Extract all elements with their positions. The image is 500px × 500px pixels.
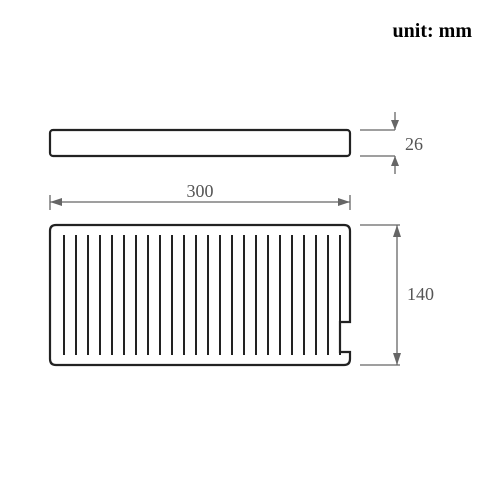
dim-width: 300 — [50, 181, 350, 210]
unit-label: unit: mm — [393, 20, 472, 43]
dim-height: 26 — [360, 112, 423, 174]
side-view — [50, 130, 350, 156]
dim-width-value: 300 — [187, 181, 214, 201]
dim-height-value: 26 — [405, 134, 423, 154]
technical-drawing: 26 300 140 — [0, 0, 500, 500]
top-view — [50, 225, 350, 365]
slots — [64, 235, 340, 355]
dim-depth: 140 — [360, 225, 434, 365]
dim-depth-value: 140 — [407, 284, 434, 304]
drawing-canvas: unit: mm 26 300 — [0, 0, 500, 500]
